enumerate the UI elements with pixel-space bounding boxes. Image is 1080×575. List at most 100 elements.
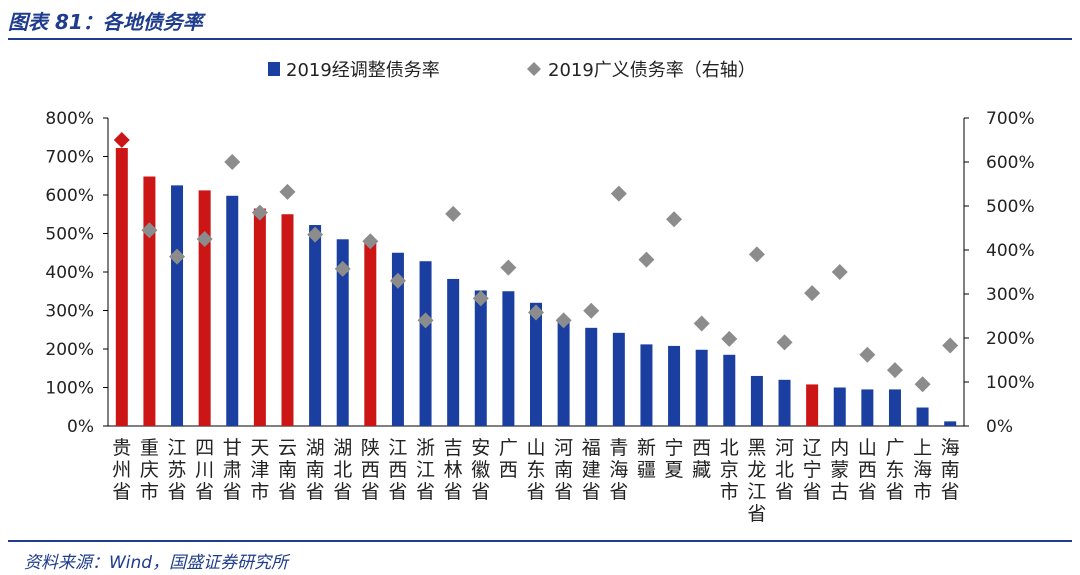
diamond-point — [224, 154, 241, 170]
diamond-point — [389, 272, 406, 289]
bar — [944, 421, 957, 426]
diamond-point — [804, 285, 821, 302]
bar — [336, 239, 349, 426]
category-label: 辽宁省 — [803, 437, 822, 503]
diamond-point — [942, 337, 959, 354]
bar — [115, 148, 128, 426]
diamond-point — [721, 330, 738, 347]
figure-title: 图表 81：各地债务率 — [8, 10, 203, 34]
diamond-point — [610, 185, 627, 202]
left-tick-label: 600% — [45, 186, 94, 206]
bar — [391, 252, 404, 426]
bar — [502, 291, 515, 426]
diamond-point — [279, 183, 296, 200]
category-label: 青海省 — [609, 437, 628, 503]
diamond-point — [141, 222, 158, 239]
diamond-point — [472, 290, 489, 307]
legend: 2019经调整债务率 2019广义债务率（右轴） — [268, 60, 756, 81]
bar — [474, 290, 487, 426]
category-label: 云南省 — [278, 437, 297, 503]
bar — [364, 241, 377, 426]
category-labels: 贵州省重庆市江苏省四川省甘肃省天津市云南省湖南省湖北省陕西省江西省浙江省吉林省安… — [112, 437, 959, 525]
bar — [612, 332, 625, 426]
right-tick-label: 400% — [986, 241, 1035, 261]
bar — [171, 185, 184, 426]
bar — [309, 225, 322, 426]
category-label: 湖南省 — [306, 437, 325, 503]
left-tick-label: 0% — [67, 417, 94, 437]
diamond-point — [914, 376, 931, 393]
bar — [281, 214, 294, 426]
diamond-point — [666, 211, 683, 228]
category-label: 广西 — [499, 437, 518, 481]
left-tick-label: 800% — [45, 109, 94, 129]
bar — [253, 208, 266, 426]
diamond-point — [362, 233, 379, 250]
category-label: 江苏省 — [168, 437, 187, 503]
left-tick-label: 100% — [45, 379, 94, 399]
category-label: 山西省 — [858, 437, 877, 503]
diamond-point — [638, 251, 655, 268]
bar — [585, 327, 598, 426]
left-tick-label: 700% — [45, 148, 94, 168]
axes: 0% 100% 200% 300% 400% 500% 600% 700% 800% 0% 100%… — [45, 109, 1034, 437]
right-tick-label: 300% — [986, 285, 1035, 305]
category-label: 北京市 — [720, 437, 739, 503]
diamond-point — [528, 304, 544, 321]
diamond-point — [748, 246, 765, 263]
bar — [888, 389, 901, 426]
diamond-point — [445, 205, 462, 222]
diamond-point — [500, 259, 517, 276]
diamond-point — [776, 334, 793, 351]
bars — [115, 148, 957, 426]
diamond-point — [555, 312, 572, 329]
source-note: 资料来源：Wind，国盛证券研究所 — [24, 553, 289, 573]
right-tick-label: 100% — [986, 373, 1035, 393]
category-label: 陕西省 — [361, 437, 380, 503]
bar — [778, 379, 791, 426]
category-label: 天津市 — [250, 437, 269, 503]
bar — [557, 318, 570, 426]
legend-label-bar: 2019经调整债务率 — [286, 60, 440, 81]
category-label: 宁夏 — [665, 437, 684, 481]
legend-swatch-bar — [268, 62, 280, 76]
diamond-point — [693, 315, 710, 332]
bar — [916, 407, 929, 426]
diamond-point — [251, 204, 268, 221]
category-label: 广东省 — [885, 437, 904, 503]
category-label: 新疆 — [637, 437, 656, 481]
top-rule — [8, 38, 1072, 40]
bar — [695, 349, 708, 426]
right-tick-label: 500% — [986, 197, 1035, 217]
diamond-point — [886, 362, 903, 379]
category-label: 河南省 — [554, 437, 573, 503]
debt-ratio-chart: 2019经调整债务率 2019广义债务率（右轴） 0% 100% 200% 300% 40… — [45, 60, 1034, 525]
bar — [447, 278, 460, 426]
bar — [640, 344, 653, 426]
diamond-point — [334, 260, 351, 277]
markers — [113, 132, 959, 393]
bar — [419, 261, 432, 426]
legend-label-diamond: 2019广义债务率（右轴） — [548, 60, 756, 81]
category-label: 吉林省 — [444, 437, 463, 503]
bar — [750, 375, 763, 426]
category-label: 内蒙古 — [830, 437, 849, 503]
bar — [530, 302, 542, 426]
bar — [723, 354, 736, 426]
bar — [143, 176, 156, 426]
category-label: 甘肃省 — [223, 437, 242, 503]
bar — [806, 384, 819, 426]
category-label: 福建省 — [582, 437, 601, 503]
diamond-point — [859, 346, 876, 363]
right-tick-label: 200% — [986, 329, 1035, 349]
bar — [226, 195, 239, 426]
diamond-point — [307, 226, 324, 243]
left-tick-label: 200% — [45, 340, 94, 360]
diamond-point — [417, 312, 434, 329]
category-label: 江西省 — [388, 437, 407, 503]
category-label: 河北省 — [775, 437, 794, 503]
bar — [668, 345, 681, 426]
diamond-point — [831, 264, 848, 280]
bar — [198, 190, 211, 426]
bar — [833, 387, 846, 426]
